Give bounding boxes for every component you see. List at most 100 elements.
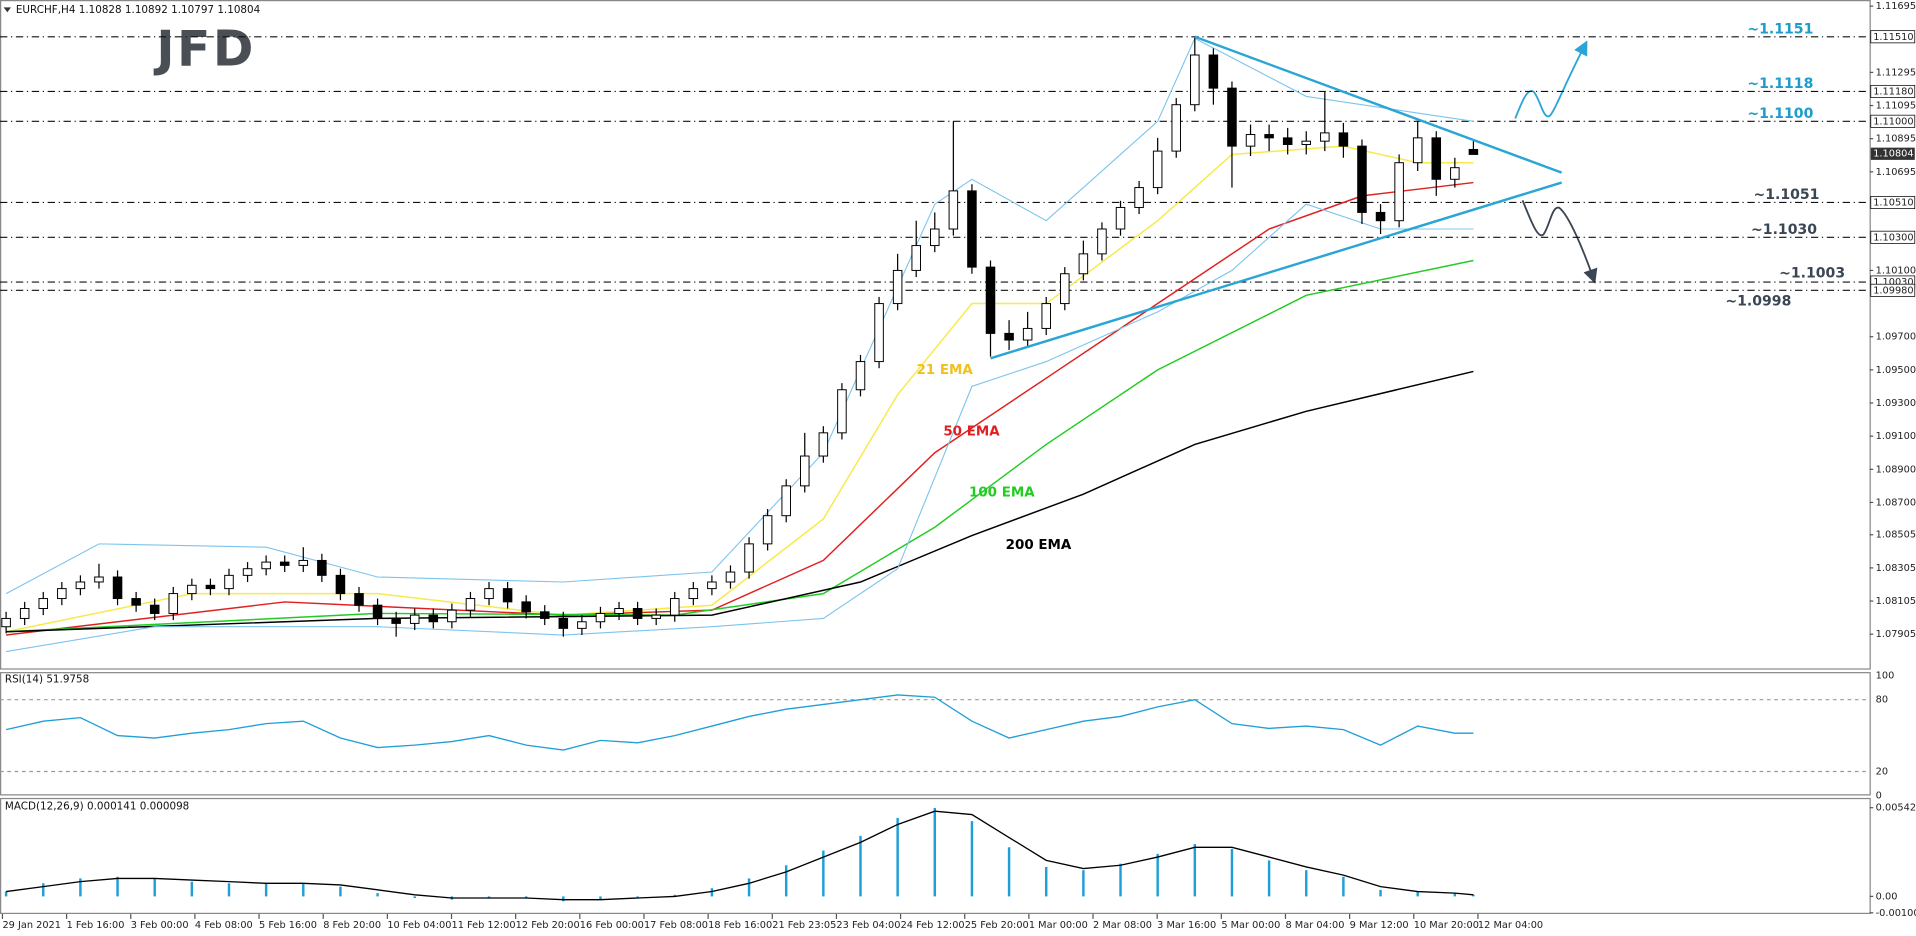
candle-body xyxy=(632,608,643,619)
x-tick-label: 23 Feb 04:00 xyxy=(836,920,900,931)
level-label: ~1.1003 xyxy=(1779,265,1845,281)
rsi-title: RSI(14) 51.9758 xyxy=(5,673,89,685)
level-label: ~1.0998 xyxy=(1725,293,1791,309)
bearish-scenario-arrow xyxy=(1521,200,1598,284)
candle-body xyxy=(1041,303,1051,329)
last-price-box xyxy=(1870,147,1915,160)
candle-body xyxy=(1097,228,1107,255)
candle-body xyxy=(1227,87,1237,147)
y-tick-label: 1.10695 xyxy=(1876,167,1916,178)
ema-line xyxy=(6,259,1474,633)
candle-body xyxy=(131,598,141,606)
x-tick-label: 21 Feb 23:05 xyxy=(772,920,836,931)
level-price-label: 1.10300 xyxy=(1873,232,1913,243)
y-tick-label: 1.09100 xyxy=(1876,431,1916,442)
y-tick-label: 1.11295 xyxy=(1876,67,1916,78)
y-tick-label: 1.08900 xyxy=(1876,464,1916,475)
candle-body xyxy=(391,617,401,624)
candle-body xyxy=(521,601,531,613)
candle-body xyxy=(279,561,290,566)
candle-body xyxy=(465,598,476,611)
ema-label: 21 EMA xyxy=(916,363,973,378)
y-tick-label: 1.11695 xyxy=(1876,1,1916,12)
candle-body xyxy=(1412,137,1423,164)
y-tick-label: 1.09300 xyxy=(1876,398,1916,409)
level-price-label: 1.11180 xyxy=(1873,86,1913,97)
candle-body xyxy=(1078,253,1089,275)
candle-body xyxy=(242,568,253,576)
rsi-panel xyxy=(0,672,1871,796)
candle-body xyxy=(224,574,234,590)
y-tick-label: 0 xyxy=(1876,790,1882,801)
candle-body xyxy=(1394,162,1404,222)
signal-line xyxy=(6,810,1474,901)
x-tick-label: 25 Feb 20:00 xyxy=(965,920,1029,931)
candle-body xyxy=(19,608,30,619)
level-price-box xyxy=(1870,230,1916,244)
candle-body xyxy=(1022,327,1033,341)
candle-body xyxy=(317,559,327,576)
symbol-header: EURCHF,H4 1.10828 1.10892 1.10797 1.1080… xyxy=(16,4,261,16)
y-tick-label: 1.08700 xyxy=(1876,497,1916,508)
candle-body xyxy=(874,303,884,363)
candle-body xyxy=(725,571,736,583)
x-tick-label: 10 Mar 20:00 xyxy=(1414,920,1479,931)
y-tick-label: 0.00542 xyxy=(1876,803,1916,814)
level-price-label: 1.09980 xyxy=(1873,285,1913,296)
y-tick-label: 1.10100 xyxy=(1876,265,1916,276)
level-label: ~1.1030 xyxy=(1751,222,1817,238)
candle-body xyxy=(911,245,921,271)
menu-icon[interactable] xyxy=(3,7,11,13)
candle-body xyxy=(1320,132,1330,142)
level-price-box xyxy=(1870,283,1916,297)
y-tick-label: 1.08105 xyxy=(1876,596,1916,607)
candle-body xyxy=(57,588,67,600)
candle-body xyxy=(75,581,86,590)
x-tick-label: 29 Jan 2021 xyxy=(2,920,61,931)
x-tick-label: 5 Mar 00:00 xyxy=(1221,920,1280,931)
candle-body xyxy=(335,574,346,595)
candle-body xyxy=(1060,273,1070,305)
candle-body xyxy=(261,561,271,570)
bollinger-band xyxy=(6,203,1474,653)
level-price-box xyxy=(1870,30,1916,44)
x-tick-label: 1 Feb 16:00 xyxy=(67,920,125,931)
candle-body xyxy=(818,432,829,457)
y-tick-label: 1.08305 xyxy=(1876,563,1916,574)
candle-body xyxy=(428,614,439,623)
candle-body xyxy=(1357,145,1367,213)
x-tick-label: 10 Feb 04:00 xyxy=(387,920,451,931)
candle-body xyxy=(967,190,977,268)
candle-body xyxy=(1375,211,1386,222)
candle-body xyxy=(1301,140,1312,145)
x-tick-label: 11 Feb 12:00 xyxy=(452,920,516,931)
level-label: ~1.1100 xyxy=(1747,106,1813,122)
level-price-box xyxy=(1870,84,1916,98)
candle-body xyxy=(595,612,606,623)
candle-body xyxy=(354,593,364,606)
candle-body xyxy=(484,588,494,600)
candle-body xyxy=(651,614,661,619)
y-tick-label: 1.09500 xyxy=(1876,365,1916,376)
x-tick-label: 12 Mar 04:00 xyxy=(1478,920,1543,931)
candle-body xyxy=(1264,134,1274,139)
candle-body xyxy=(762,515,773,545)
y-tick-label: 80 xyxy=(1876,695,1888,706)
level-price-label: 1.11510 xyxy=(1873,32,1913,43)
candle-body xyxy=(539,611,550,619)
y-tick-label: 1.10895 xyxy=(1876,134,1916,145)
level-label: ~1.1051 xyxy=(1753,187,1819,203)
x-tick-label: 17 Feb 08:00 xyxy=(644,920,708,931)
candle-body xyxy=(800,455,810,487)
candle-body xyxy=(409,614,420,624)
ema-label: 100 EMA xyxy=(969,485,1035,500)
candle-body xyxy=(94,576,104,583)
candle-body xyxy=(837,389,847,434)
candle-body xyxy=(38,598,49,609)
level-label: ~1.1118 xyxy=(1747,76,1813,92)
candle-body xyxy=(298,559,309,566)
candle-body xyxy=(1115,206,1126,230)
candle-body xyxy=(614,608,624,614)
y-tick-label: 1.11095 xyxy=(1876,101,1916,112)
